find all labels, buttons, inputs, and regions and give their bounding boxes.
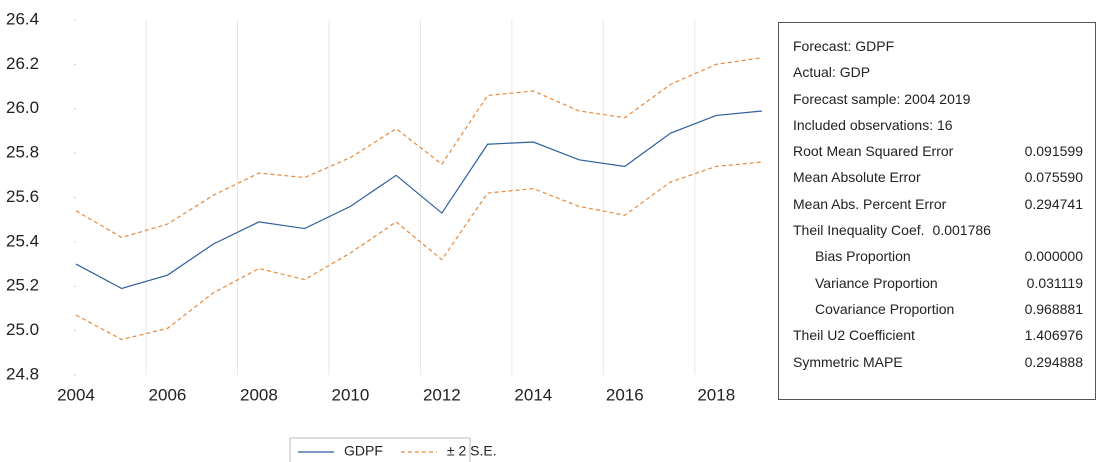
stats-value: 0.294741 (1024, 195, 1083, 212)
stats-row: Mean Absolute Error 0.075590 (793, 164, 1095, 190)
series-line-lower (75, 161, 763, 341)
stats-label: Mean Absolute Error (793, 169, 921, 186)
stats-row: Theil Inequality Coef. 0.001786 (793, 217, 1095, 243)
stats-value: 0.001786 (932, 222, 991, 239)
y-tick-label: 26.0 (6, 98, 39, 117)
legend: GDPF ± 2 S.E. (289, 437, 497, 462)
stats-row: Actual: GDP (793, 59, 1095, 85)
stats-row: Included observations: 16 (793, 112, 1095, 138)
stats-value: 0.000000 (1024, 248, 1083, 265)
stats-row: Forecast sample: 2004 2019 (793, 86, 1095, 112)
stats-row: Symmetric MAPE 0.294888 (793, 349, 1095, 375)
chart: 24.8 25.0 25.2 25.4 25.6 25.8 26.0 26.2 26.4 2004… (6, 9, 763, 462)
x-tick-label: 2006 (149, 385, 187, 404)
stats-value: 0.294888 (1024, 353, 1083, 370)
stats-label: Theil Inequality Coef. (793, 222, 925, 239)
x-tick-label: 2008 (240, 385, 278, 404)
y-tick-label: 25.2 (6, 276, 39, 295)
stats-value: 0.091599 (1024, 143, 1083, 160)
stats-row: Mean Abs. Percent Error 0.294741 (793, 191, 1095, 217)
stats-label: Forecast: GDPF (793, 38, 895, 54)
y-tick-label: 25.4 (6, 231, 39, 250)
stats-label: Mean Abs. Percent Error (793, 195, 947, 212)
x-tick-label: 2018 (697, 385, 735, 404)
x-tick-label: 2014 (514, 385, 552, 404)
x-tick-label: 2012 (423, 385, 461, 404)
stats-label: Included observations: 16 (793, 116, 953, 133)
y-tick-label: 25.6 (6, 187, 39, 206)
series-line (75, 57, 763, 239)
stats-label: Bias Proportion (815, 248, 911, 265)
y-tick-label: 25.8 (6, 143, 39, 162)
stats-row: Bias Proportion 0.000000 (793, 243, 1095, 269)
stats-label: Root Mean Squared Error (793, 143, 954, 160)
stats-label: Forecast sample: 2004 2019 (793, 90, 971, 107)
stats-row: Variance Proportion 0.031119 (793, 270, 1095, 296)
stats-value: 1.406976 (1024, 327, 1083, 344)
stats-row: Forecast: GDPF (793, 33, 1095, 59)
x-tick-label: 2010 (331, 385, 369, 404)
x-tick-label: 2016 (606, 385, 644, 404)
y-tick-label: 26.4 (6, 9, 39, 28)
stats-value: 0.968881 (1024, 300, 1083, 317)
stats-row: Root Mean Squared Error 0.091599 (793, 138, 1095, 164)
legend-box (289, 437, 471, 462)
legend-label: GDPF (344, 443, 383, 459)
y-tick-label: 25.0 (6, 320, 39, 339)
stats-row: Covariance Proportion 0.968881 (793, 296, 1095, 322)
stats-label: Variance Proportion (815, 274, 938, 291)
x-tick-label: 2004 (57, 385, 95, 404)
stats-label: Symmetric MAPE (793, 353, 903, 370)
stats-box: Forecast: GDPF Actual: GDP Forecast sample… (778, 22, 1096, 400)
stats-value: 0.075590 (1024, 169, 1083, 186)
stats-label: Theil U2 Coefficient (793, 327, 915, 344)
y-tick-label: 26.2 (6, 54, 39, 73)
stats-value: 0.031119 (1026, 274, 1083, 291)
stats-label: Covariance Proportion (815, 300, 955, 317)
legend-label: ± 2 S.E. (447, 443, 497, 459)
stats-label: Actual: GDP (793, 64, 871, 81)
y-tick-label: 24.8 (6, 364, 39, 383)
stats-row: Theil U2 Coefficient 1.406976 (793, 322, 1095, 348)
series-line (75, 110, 763, 290)
